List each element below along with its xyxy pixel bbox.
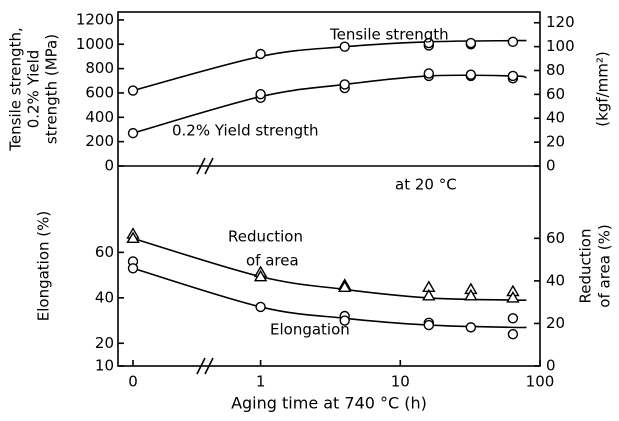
- axis-break: [196, 357, 206, 375]
- y-axis-label: Tensile strength,: [7, 27, 25, 151]
- annotation: at 20 °C: [395, 176, 457, 194]
- y-tick-label: 200: [85, 132, 114, 150]
- marker: [507, 328, 519, 340]
- marker: [339, 315, 350, 326]
- series-label: of area: [246, 252, 299, 270]
- y2-tick-label: 80: [546, 61, 565, 79]
- marker: [127, 85, 139, 96]
- y-tick-label: 600: [85, 83, 114, 101]
- x-tick-label: 1: [256, 373, 266, 391]
- y-tick-label: 60: [95, 243, 114, 261]
- marker: [423, 68, 435, 79]
- y-axis-label: strength (MPa): [43, 34, 61, 144]
- y2-tick-label: 20: [546, 314, 565, 332]
- axis-break: [204, 157, 214, 175]
- marker: [423, 319, 435, 331]
- marker: [507, 313, 519, 324]
- y-tick-label: 800: [85, 59, 114, 77]
- marker: [127, 127, 139, 139]
- y-tick-label: 400: [85, 108, 114, 126]
- x-tick-label: 100: [526, 373, 555, 391]
- y-tick-label: 1200: [76, 10, 114, 28]
- marker: [253, 269, 268, 282]
- y2-tick-label: 120: [546, 13, 575, 31]
- marker: [255, 301, 266, 313]
- y-tick-label: 0: [104, 157, 114, 175]
- marker: [339, 79, 350, 90]
- y2-tick-label: 60: [546, 85, 565, 103]
- y2-tick-label: 100: [546, 37, 575, 55]
- fit-curve: [132, 267, 527, 329]
- marker: [464, 288, 478, 301]
- x-axis-label: Aging time at 740 °C (h): [231, 394, 427, 413]
- y2-tick-label: 0: [546, 157, 556, 175]
- y-axis-label: 0.2% Yield: [25, 50, 43, 129]
- axis-break: [204, 357, 214, 375]
- plot-frame: [117, 11, 541, 367]
- series-label: Elongation: [270, 321, 350, 339]
- axis-break: [196, 157, 206, 175]
- y2-tick-label: 20: [546, 133, 565, 151]
- marker: [127, 263, 139, 274]
- series-label: 0.2% Yield strength: [172, 122, 319, 140]
- y-axis-label: Elongation (%): [35, 211, 53, 322]
- marker: [506, 291, 520, 303]
- x-tick-label: 0: [128, 373, 138, 391]
- marker: [507, 36, 519, 48]
- marker: [422, 288, 436, 301]
- marker: [465, 37, 477, 49]
- y2-tick-label: 60: [546, 229, 565, 247]
- y-tick-label: 10: [95, 357, 114, 375]
- y-tick-label: 40: [95, 288, 114, 306]
- marker: [255, 88, 266, 100]
- y2-axis-label: (kgf/mm²): [594, 51, 612, 126]
- marker: [126, 231, 140, 244]
- marker: [465, 322, 477, 333]
- marker: [337, 280, 352, 292]
- marker: [465, 69, 477, 80]
- y2-axis-label: of area (%): [596, 224, 614, 307]
- y2-tick-label: 40: [546, 109, 565, 127]
- y2-tick-label: 0: [546, 357, 556, 375]
- series-label: Tensile strength: [329, 26, 449, 44]
- x-tick-label: 10: [391, 373, 410, 391]
- y2-axis-label: Reduction: [577, 229, 595, 304]
- y-tick-label: 20: [95, 334, 114, 352]
- y2-tick-label: 40: [546, 271, 565, 289]
- marker: [255, 48, 266, 60]
- series-label: Reduction: [228, 228, 303, 246]
- marker: [339, 41, 350, 52]
- marker: [423, 37, 435, 49]
- marker: [507, 70, 519, 82]
- y-tick-label: 1000: [76, 35, 114, 53]
